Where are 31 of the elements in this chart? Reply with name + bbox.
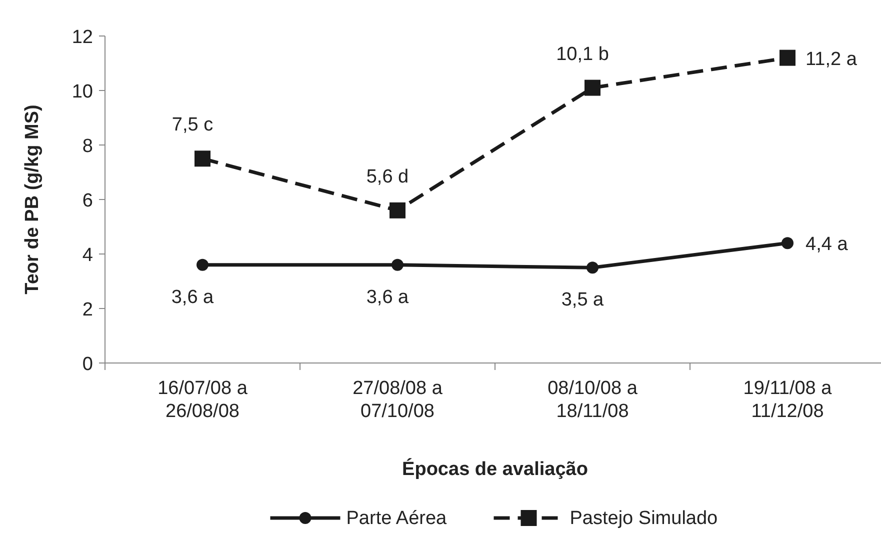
point — [194, 150, 210, 167]
x-axis-title: Épocas de avaliação — [402, 458, 588, 480]
point — [392, 258, 404, 271]
y-tick-label: 0 — [82, 354, 93, 375]
point — [390, 202, 406, 218]
data-label: 3,6 a — [366, 286, 410, 308]
y-tick-label: 12 — [72, 27, 93, 48]
x-tick-label: 08/10/08 a 18/11/08 — [548, 378, 638, 422]
y-tick-label: 8 — [82, 136, 93, 157]
y-axis-title: Teor de PB (g/kg MS) — [22, 104, 43, 294]
y-tick-label: 2 — [82, 300, 93, 320]
data-label: 11,2 a — [806, 48, 858, 70]
data-label: 5,6 d — [366, 166, 409, 188]
data-label: 4,4 a — [806, 234, 848, 256]
x-tick-label: 27/08/08 a 07/10/08 — [352, 378, 443, 422]
data-label: 3,5 a — [561, 290, 604, 311]
point — [196, 258, 208, 271]
x-tick-label: 16/07/08 a 26/08/08 — [158, 378, 248, 422]
data-label: 3,6 a — [171, 286, 214, 308]
data-label: 7,5 c — [172, 114, 214, 136]
legend-label: Pastejo Simulado — [570, 508, 718, 529]
y-tick-label: 6 — [82, 190, 93, 212]
legend-label: Parte Aérea — [346, 508, 448, 529]
point — [584, 80, 600, 96]
x-tick-label: 19/11/08 a 11/12/08 — [743, 378, 832, 422]
point — [782, 237, 794, 250]
point — [586, 262, 598, 274]
y-tick-label: 4 — [82, 245, 94, 266]
point — [780, 50, 796, 66]
y-tick-label: 10 — [72, 82, 93, 102]
data-label: 10,1 b — [556, 44, 609, 65]
